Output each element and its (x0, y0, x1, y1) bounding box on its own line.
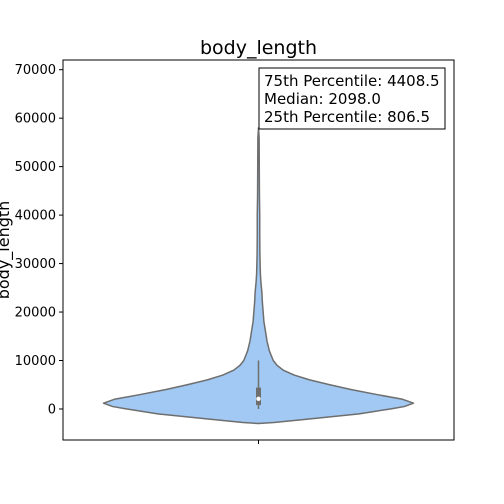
stats-annotation-frame (258, 67, 446, 130)
stats-annotation-box: 75th Percentile: 4408.5 Median: 2098.0 2… (258, 67, 446, 130)
plot-area (102, 127, 415, 425)
y-tick-label: 60000 (15, 112, 56, 127)
stats-q25-text: 25th Percentile: 806.5 (264, 108, 430, 126)
y-tick-label: 10000 (15, 354, 56, 369)
median-marker (256, 396, 261, 402)
y-tick-label: 20000 (15, 306, 56, 321)
stats-q75-text: 75th Percentile: 4408.5 (264, 72, 440, 90)
iqr-box (256, 387, 261, 406)
y-tick-label: 70000 (15, 63, 56, 78)
y-tick-label: 50000 (15, 160, 56, 175)
y-tick-label: 40000 (15, 209, 56, 224)
chart-title: body_length (200, 37, 317, 59)
y-tick-label: 0 (48, 402, 56, 417)
y-axis-label: body_length (0, 201, 14, 300)
y-tick-label: 30000 (15, 257, 56, 272)
y-axis-ticks: 0 10000 20000 30000 40000 50000 60000 70000 (15, 63, 259, 444)
stats-median-text: Median: 2098.0 (264, 90, 381, 108)
